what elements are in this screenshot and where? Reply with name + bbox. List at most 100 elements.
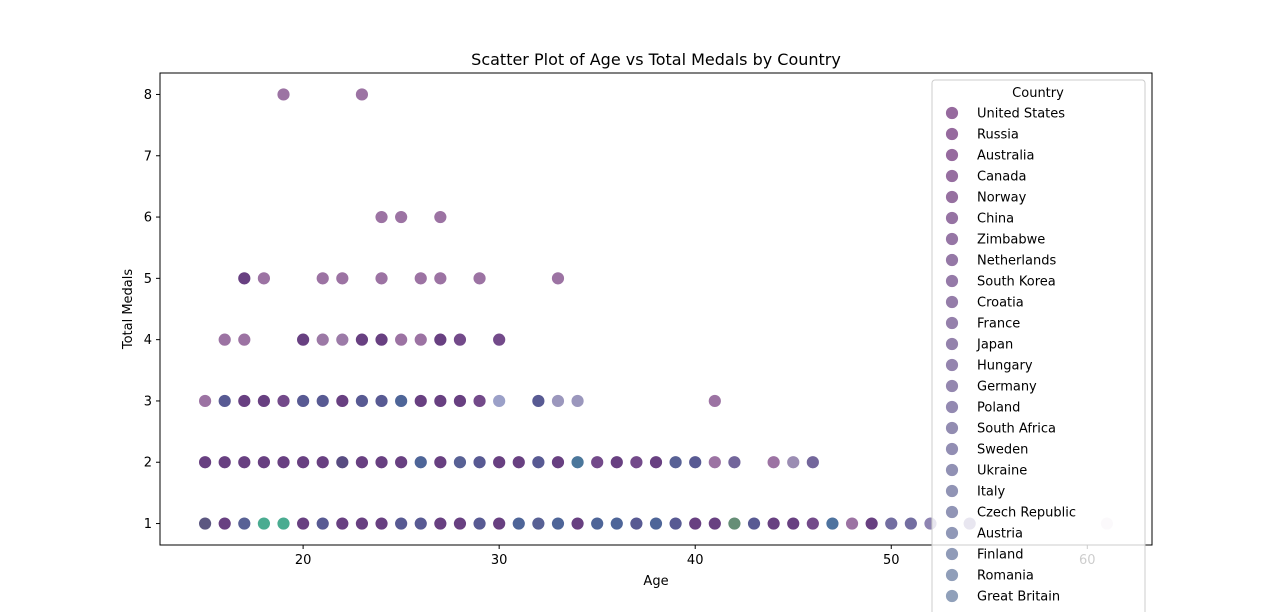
scatter-point: [257, 271, 271, 286]
legend-entry: Poland: [945, 400, 1020, 416]
legend-box: [931, 79, 1146, 612]
points-layer: [198, 87, 1114, 531]
scatter-point: [884, 516, 899, 531]
scatter-point: [315, 271, 330, 286]
scatter-point: [217, 455, 232, 470]
scatter-point: [551, 271, 565, 286]
scatter-point: [492, 394, 507, 408]
y-tick-label: 6: [144, 211, 152, 226]
scatter-point: [394, 332, 409, 347]
scatter-point: [433, 455, 448, 470]
legend-marker: [945, 400, 959, 414]
scatter-point: [707, 455, 722, 470]
scatter-point: [237, 516, 252, 531]
scatter-point: [688, 516, 703, 531]
legend-label: Romania: [977, 569, 1034, 584]
legend-label: Australia: [977, 149, 1035, 164]
scatter-point: [609, 455, 624, 470]
legend-marker: [945, 589, 959, 603]
legend-label: France: [977, 317, 1020, 332]
legend-label: Japan: [976, 338, 1013, 353]
scatter-point: [374, 332, 389, 347]
scatter-point: [394, 394, 409, 408]
legend-entry: Zimbabwe: [945, 232, 1045, 248]
scatter-point: [668, 455, 683, 470]
legend-label: Great Britain: [977, 590, 1060, 605]
legend-marker: [945, 505, 959, 519]
scatter-point: [551, 455, 565, 470]
scatter-point: [433, 394, 448, 408]
scatter-point: [433, 210, 448, 224]
legend-label: Czech Republic: [977, 506, 1076, 521]
legend-marker: [945, 253, 959, 267]
scatter-point: [394, 516, 409, 531]
scatter-point: [296, 394, 311, 408]
legend-entry: Ukraine: [945, 463, 1027, 479]
scatter-point: [335, 516, 350, 531]
scatter-point: [492, 455, 507, 470]
scatter-point: [472, 271, 487, 286]
legend-marker: [945, 169, 959, 183]
scatter-point: [413, 394, 428, 408]
legend-entry: Romania: [945, 568, 1034, 584]
scatter-point: [276, 516, 291, 531]
legend-marker: [945, 442, 959, 456]
scatter-point: [472, 455, 487, 470]
scatter-point: [805, 516, 820, 531]
legend: Country United States Russia Australia Cana…: [931, 79, 1146, 612]
legend-marker: [945, 316, 959, 330]
scatter-point: [335, 332, 350, 347]
scatter-point: [864, 516, 879, 531]
scatter-point: [217, 332, 232, 347]
legend-entry: South Korea: [945, 274, 1056, 290]
legend-entry: Austria: [945, 526, 1023, 542]
scatter-point: [433, 271, 448, 286]
legend-label: Zimbabwe: [977, 233, 1045, 248]
scatter-point: [747, 516, 761, 531]
legend-entry: Czech Republic: [945, 505, 1076, 521]
scatter-point: [903, 516, 918, 531]
scatter-point: [355, 394, 369, 408]
scatter-point: [531, 394, 546, 408]
legend-marker: [945, 190, 959, 204]
scatter-point: [727, 455, 742, 470]
scatter-point: [570, 455, 585, 470]
scatter-point: [786, 516, 801, 531]
legend-entry: Sweden: [945, 442, 1028, 458]
y-axis-label: Total Medals: [121, 269, 136, 351]
scatter-point: [629, 516, 644, 531]
scatter-point: [766, 455, 781, 470]
scatter-point: [649, 455, 663, 470]
legend-label: Hungary: [977, 359, 1033, 374]
scatter-point: [217, 516, 232, 531]
legend-entry: Croatia: [945, 295, 1024, 311]
scatter-point: [355, 332, 369, 347]
scatter-point: [237, 394, 252, 408]
scatter-point: [237, 271, 252, 286]
legend-entry: Finland: [945, 547, 1023, 563]
legend-label: Germany: [977, 380, 1037, 395]
legend-marker: [945, 379, 959, 393]
scatter-point: [335, 271, 350, 286]
scatter-point: [296, 332, 311, 347]
y-tick-label: 5: [144, 272, 152, 287]
scatter-point: [198, 455, 212, 470]
legend-label: Croatia: [977, 296, 1024, 311]
scatter-point: [433, 516, 448, 531]
x-tick-label: 50: [883, 553, 900, 568]
scatter-point: [786, 455, 801, 470]
scatter-point: [531, 455, 546, 470]
scatter-point: [374, 516, 389, 531]
legend-label: South Korea: [977, 275, 1056, 290]
legend-label: Netherlands: [977, 254, 1056, 269]
legend-marker: [945, 295, 959, 309]
scatter-point: [355, 516, 369, 531]
scatter-point: [570, 394, 585, 408]
legend-title: Country: [1012, 86, 1064, 101]
scatter-point: [276, 455, 291, 470]
scatter-point: [355, 87, 369, 102]
scatter-point: [609, 516, 624, 531]
y-tick-label: 1: [144, 517, 152, 532]
legend-label: China: [977, 212, 1014, 227]
y-tick-label: 3: [144, 394, 152, 409]
